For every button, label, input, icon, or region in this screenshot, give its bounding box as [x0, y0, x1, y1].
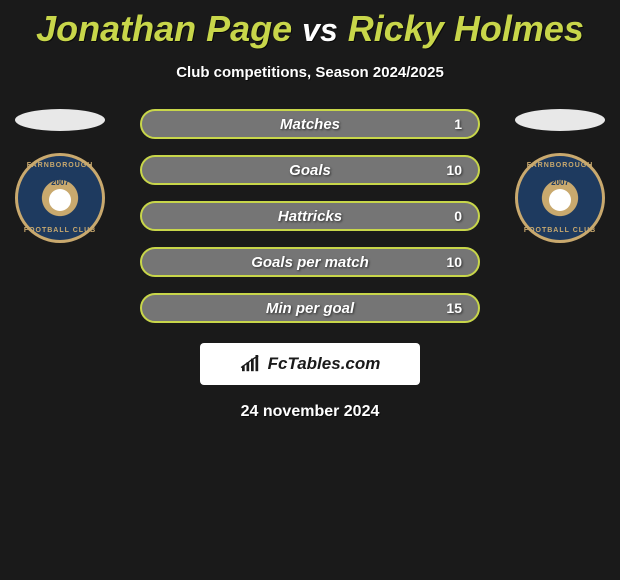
brand-text: FcTables.com [268, 354, 381, 374]
metric-right-value: 10 [446, 254, 462, 270]
metrics-list: Matches 1 Goals 10 Hattricks 0 Goals per… [140, 109, 480, 323]
metric-label: Min per goal [266, 300, 354, 317]
player2-placeholder-icon [515, 109, 605, 131]
badge-year: 2007 [51, 178, 69, 187]
player2-name: Ricky Holmes [348, 8, 584, 49]
right-column: FARNBOROUGH 2007 FOOTBALL CLUB [510, 109, 610, 243]
date-text: 24 november 2024 [0, 403, 620, 421]
left-column: FARNBOROUGH 2007 FOOTBALL CLUB [10, 109, 110, 243]
metric-row: Matches 1 [140, 109, 480, 139]
metric-right-value: 10 [446, 162, 462, 178]
metric-row: Min per goal 15 [140, 293, 480, 323]
badge-top-text: FARNBOROUGH [527, 162, 594, 169]
brand-chart-icon [240, 355, 262, 373]
badge-bottom-text: FOOTBALL CLUB [524, 227, 596, 234]
metric-label: Hattricks [278, 208, 342, 225]
metric-right-value: 15 [446, 300, 462, 316]
player1-club-badge-icon: FARNBOROUGH 2007 FOOTBALL CLUB [15, 153, 105, 243]
vs-text: vs [302, 12, 338, 48]
player1-name: Jonathan Page [36, 8, 292, 49]
brand-box[interactable]: FcTables.com [200, 343, 420, 385]
player1-placeholder-icon [15, 109, 105, 131]
metric-label: Goals [289, 162, 331, 179]
comparison-title: Jonathan Page vs Ricky Holmes [0, 0, 620, 50]
badge-bottom-text: FOOTBALL CLUB [24, 227, 96, 234]
subtitle: Club competitions, Season 2024/2025 [0, 64, 620, 81]
metric-row: Goals per match 10 [140, 247, 480, 277]
content-area: FARNBOROUGH 2007 FOOTBALL CLUB FARNBOROU… [0, 109, 620, 421]
metric-row: Goals 10 [140, 155, 480, 185]
metric-label: Matches [280, 116, 340, 133]
badge-year: 2007 [551, 178, 569, 187]
metric-row: Hattricks 0 [140, 201, 480, 231]
badge-top-text: FARNBOROUGH [27, 162, 94, 169]
metric-label: Goals per match [251, 254, 369, 271]
metric-right-value: 0 [454, 208, 462, 224]
metric-right-value: 1 [454, 116, 462, 132]
player2-club-badge-icon: FARNBOROUGH 2007 FOOTBALL CLUB [515, 153, 605, 243]
